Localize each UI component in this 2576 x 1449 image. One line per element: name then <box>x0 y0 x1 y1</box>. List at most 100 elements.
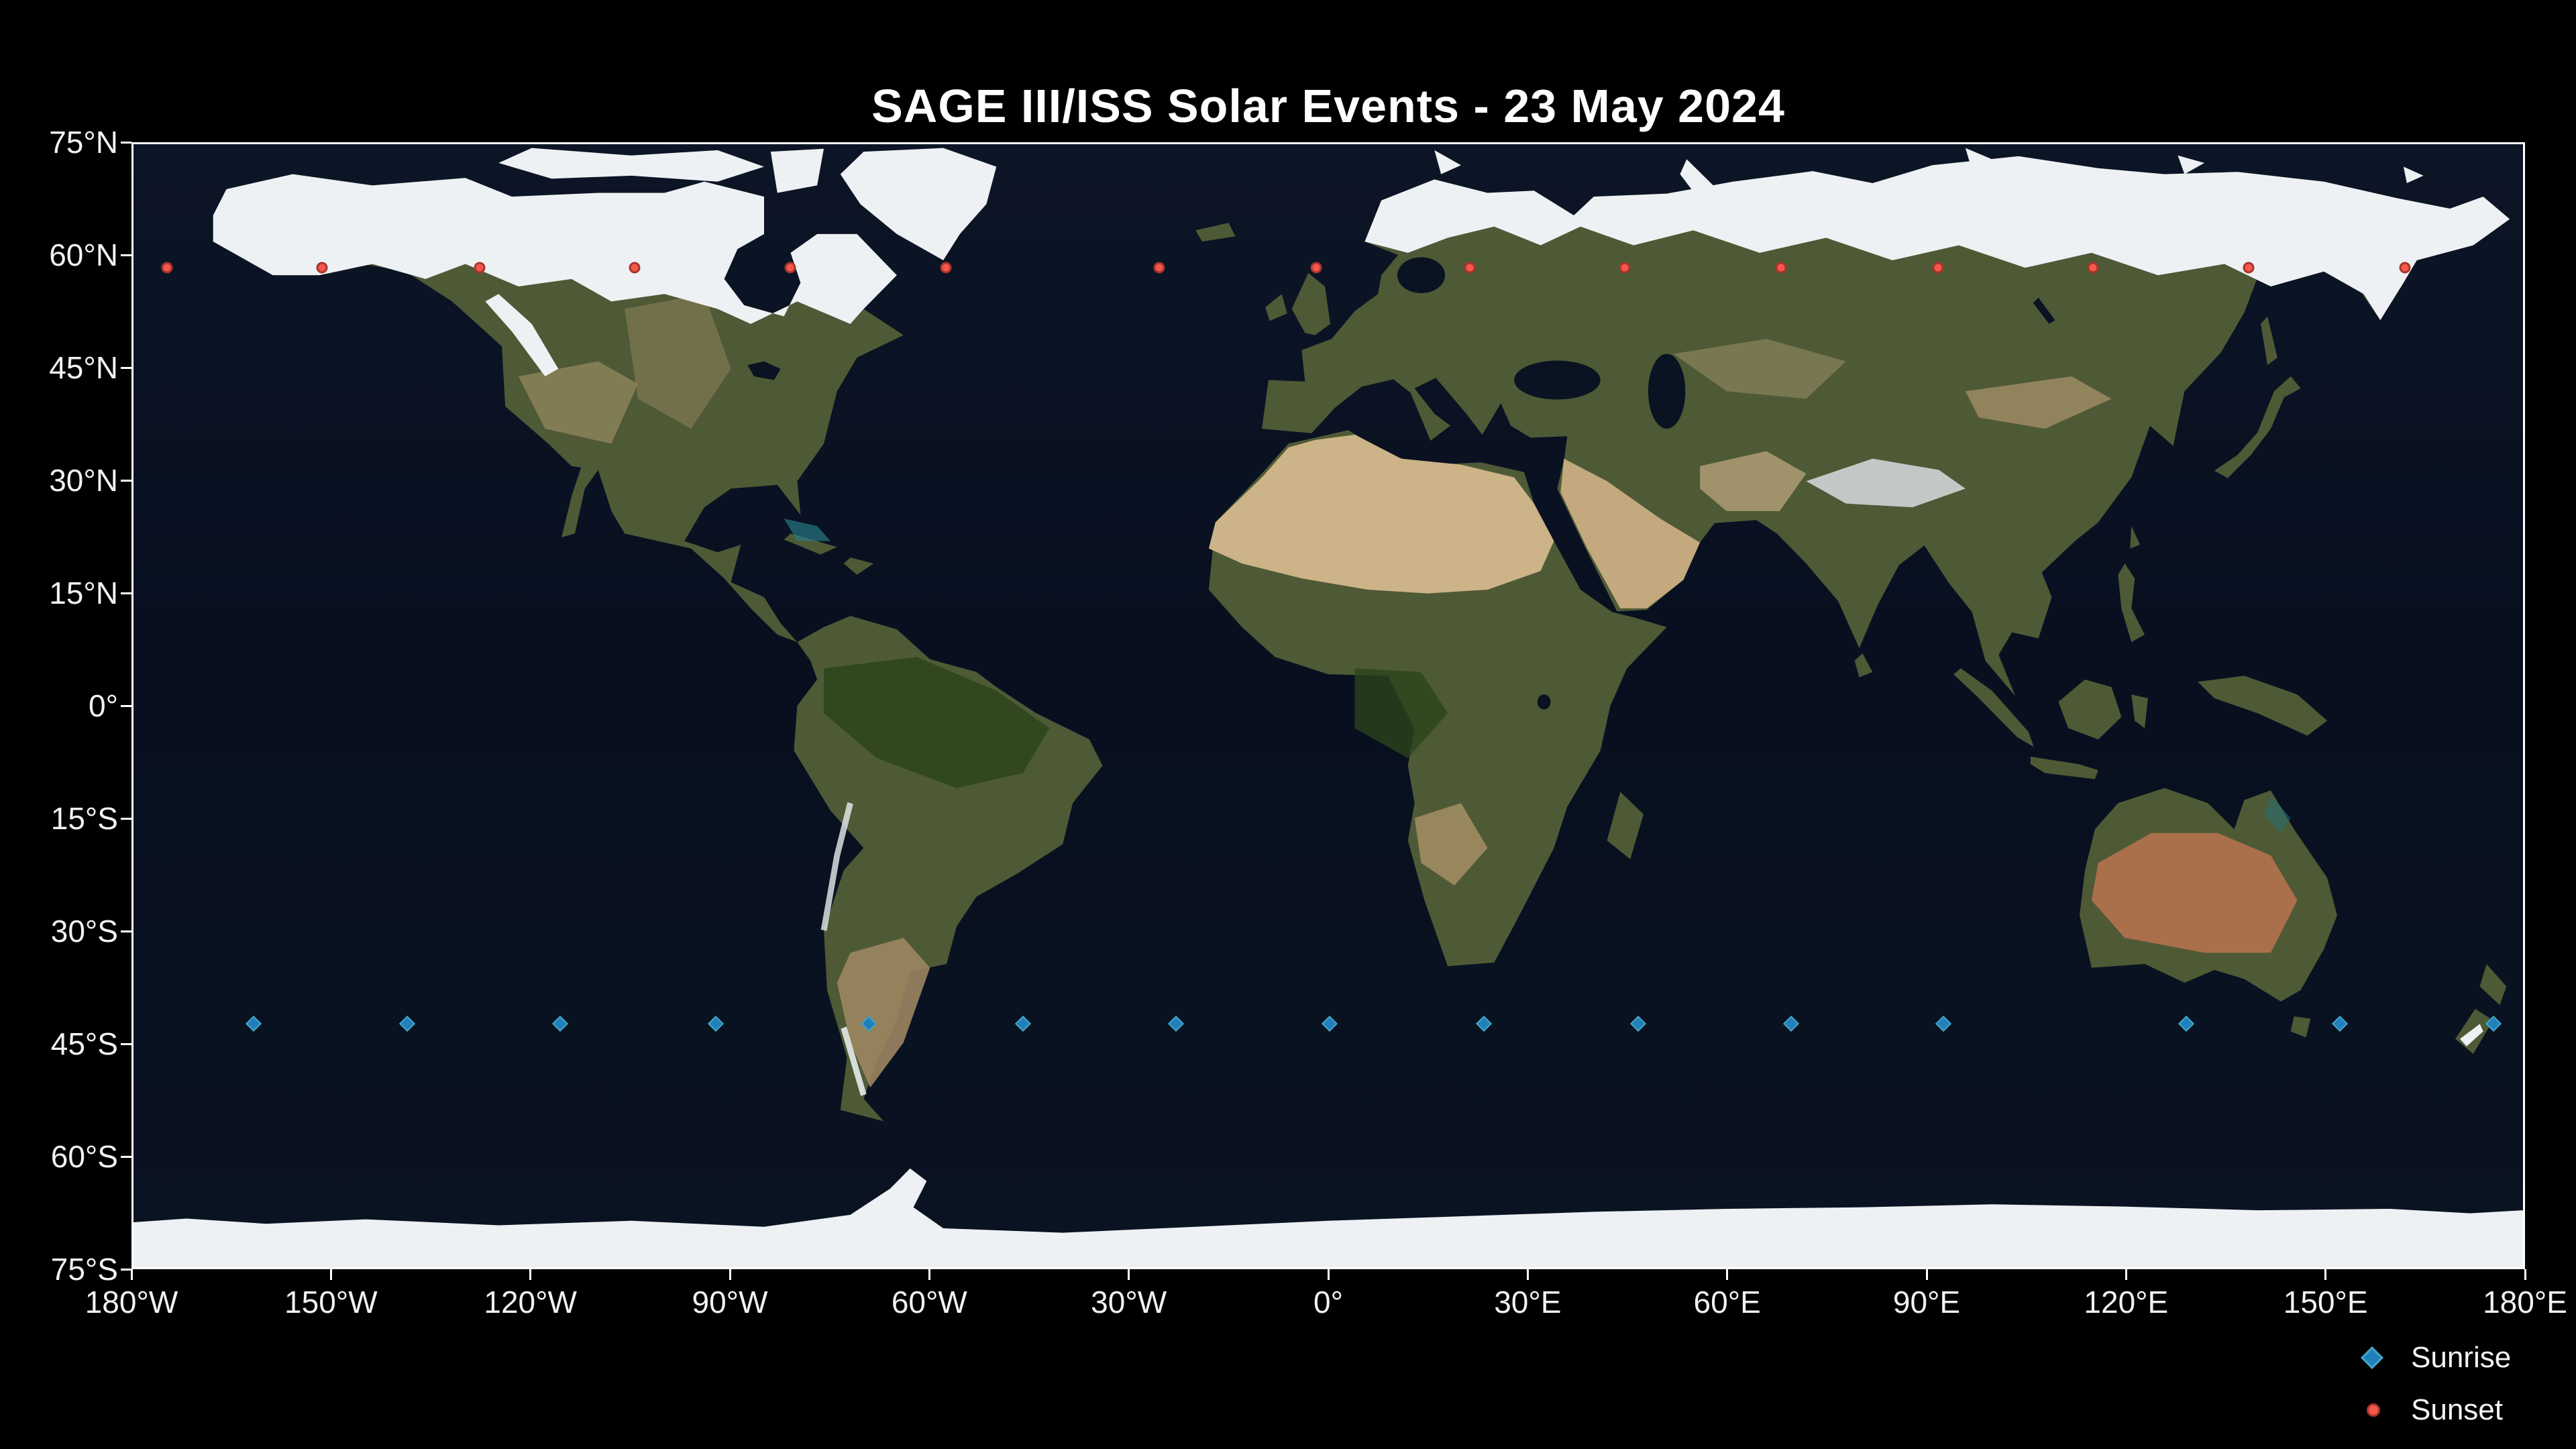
japan <box>2214 376 2301 478</box>
x-tick-mark <box>1925 1269 1928 1280</box>
new-guinea <box>2198 676 2328 736</box>
sunrise-marker <box>1630 1016 1647 1032</box>
australia-outback <box>2091 833 2298 953</box>
x-tick-mark <box>729 1269 731 1280</box>
taiwan <box>2130 526 2141 549</box>
y-tick-mark <box>121 930 131 932</box>
x-tick-mark <box>928 1269 930 1280</box>
siberia-snow <box>1364 156 2510 321</box>
eurasia <box>1262 156 2510 696</box>
tibet-himalaya <box>1806 458 1966 508</box>
x-tick-label: 120°W <box>484 1285 577 1320</box>
arctic-archipelago <box>498 148 764 182</box>
greenland <box>840 148 997 260</box>
y-tick-label: 75°S <box>50 1252 118 1287</box>
x-tick-mark <box>1526 1269 1529 1280</box>
x-tick-label: 60°W <box>891 1285 967 1320</box>
sunset-marker <box>2243 262 2255 274</box>
y-tick-mark <box>121 366 131 369</box>
y-tick-mark <box>121 1155 131 1158</box>
y-tick-label: 30°N <box>49 463 118 498</box>
sunset-marker <box>1464 262 1476 274</box>
y-tick-label: 60°S <box>50 1139 118 1174</box>
y-tick-mark <box>121 254 131 256</box>
philippines <box>2118 563 2145 643</box>
x-tick-label: 60°E <box>1693 1285 1761 1320</box>
iran-desert <box>1700 451 1807 511</box>
x-tick-label: 180°W <box>85 1285 178 1320</box>
britain <box>1291 272 1330 335</box>
sri-lanka <box>1854 653 1873 678</box>
new-siberian-islands <box>2178 155 2205 174</box>
north-america-snow <box>213 174 897 324</box>
y-tick-label: 15°S <box>50 801 118 836</box>
x-tick-mark <box>1726 1269 1729 1280</box>
java <box>2030 756 2098 780</box>
sunrise-marker <box>1475 1016 1492 1032</box>
marker-layer <box>133 144 2523 1267</box>
wrangel-island <box>2403 166 2424 184</box>
patagonia <box>837 937 930 1088</box>
andes <box>820 802 853 931</box>
x-tick-label: 150°W <box>284 1285 378 1320</box>
y-tick-label: 60°N <box>49 237 118 272</box>
sunrise-marker <box>1014 1016 1031 1032</box>
plot-area <box>131 142 2525 1269</box>
y-tick-mark <box>121 592 131 594</box>
x-tick-mark <box>1128 1269 1130 1280</box>
coral-sea-shelf <box>2264 795 2291 833</box>
x-tick-mark <box>130 1269 133 1280</box>
sunset-marker <box>2399 262 2411 274</box>
x-tick-mark <box>2524 1269 2526 1280</box>
x-tick-label: 90°W <box>692 1285 768 1320</box>
baffin-ice <box>770 148 824 193</box>
sunset-marker <box>1310 262 1322 274</box>
ireland <box>1265 294 1287 321</box>
sunset-marker <box>784 262 796 274</box>
svalbard <box>1434 150 1461 174</box>
sunset-marker <box>1775 262 1787 274</box>
legend-row-sunrise: Sunrise <box>2361 1338 2525 1378</box>
sumatra <box>1953 668 2034 747</box>
sunset-marker <box>316 262 328 274</box>
sakhalin <box>2261 316 2277 366</box>
legend-row-sunset: Sunset <box>2364 1390 2525 1430</box>
terrain-shading <box>518 294 2298 1096</box>
sahara <box>1208 435 1554 594</box>
legend-label-sunset: Sunset <box>2411 1393 2503 1426</box>
x-tick-mark <box>329 1269 332 1280</box>
sulawesi <box>2131 694 2148 729</box>
sunrise-marker <box>1321 1016 1338 1032</box>
y-tick-label: 30°S <box>50 914 118 949</box>
x-tick-mark <box>1327 1269 1330 1280</box>
tasmania <box>2290 1016 2311 1038</box>
world-map <box>133 144 2523 1267</box>
andes-south <box>841 1026 867 1096</box>
legend-label-sunrise: Sunrise <box>2411 1341 2512 1374</box>
chart-title: SAGE III/ISS Solar Events - 23 May 2024 <box>871 80 1785 132</box>
y-tick-mark <box>121 1042 131 1045</box>
x-tick-label: 30°E <box>1494 1285 1562 1320</box>
sunrise-legend-marker-icon <box>2361 1346 2383 1369</box>
us-west-desert <box>518 361 638 444</box>
sunset-marker <box>1932 262 1944 274</box>
sunrise-marker <box>552 1016 569 1032</box>
arabia <box>1560 458 1701 608</box>
sunset-marker <box>2087 262 2099 274</box>
x-tick-mark <box>529 1269 532 1280</box>
severnaya-zemlya <box>1965 148 1992 171</box>
black-sea <box>1514 360 1601 400</box>
y-tick-mark <box>121 1268 131 1271</box>
baltic-sea <box>1397 257 1446 294</box>
sunrise-marker <box>2331 1016 2348 1032</box>
sunrise-marker <box>707 1016 724 1032</box>
lake-victoria <box>1537 694 1551 710</box>
y-tick-label: 45°N <box>49 350 118 385</box>
y-tick-mark <box>121 817 131 820</box>
novaya-zemlya <box>1680 159 1713 201</box>
x-tick-mark <box>2125 1269 2127 1280</box>
sunset-marker <box>940 262 952 274</box>
sunset-marker <box>1619 262 1631 274</box>
sunrise-marker <box>246 1016 262 1032</box>
